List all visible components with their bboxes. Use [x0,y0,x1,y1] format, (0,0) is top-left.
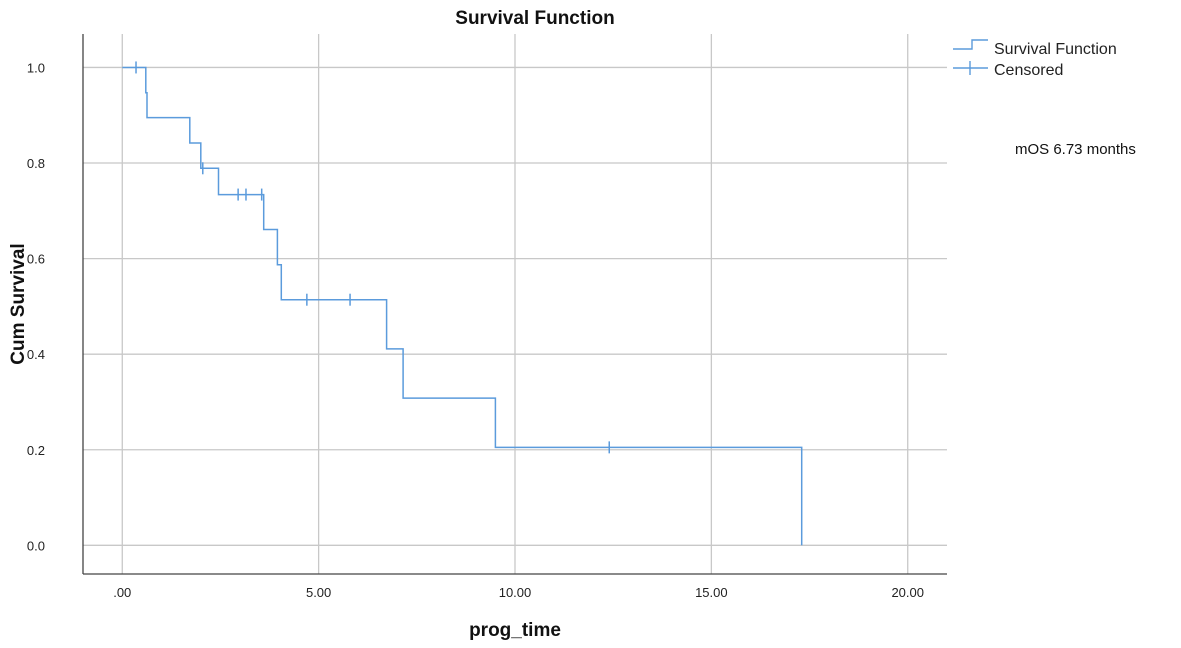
y-tick-label-0: 0.0 [27,538,45,553]
survival-function-line [122,66,803,546]
y-axis-title: Cum Survival [8,243,29,364]
y-tick-label-3: 0.6 [27,252,45,267]
y-tick-label-5: 1.0 [27,60,45,75]
x-tick-label-3: 15.00 [695,585,728,600]
tick-labels: .00 5.00 10.00 15.00 20.00 0.0 0.2 0.4 0.6 0.8 1.0 [27,60,924,600]
y-tick-label-1: 0.2 [27,443,45,458]
grid-lines [83,34,947,574]
x-tick-label-2: 10.00 [499,585,532,600]
legend-label-censored: Censored [994,62,1063,79]
x-tick-label-4: 20.00 [891,585,924,600]
chart-legend: Survival Function Censored [953,39,1117,79]
legend-survival-swatch [953,39,988,50]
median-os-annotation: mOS 6.73 months [1015,141,1136,158]
x-tick-label-1: 5.00 [306,585,331,600]
axes [82,34,947,575]
y-tick-label-2: 0.4 [27,347,45,362]
survival-curve-layer [122,66,803,546]
legend-label-survival-function: Survival Function [994,41,1117,58]
censored-marks-layer [135,61,611,454]
y-tick-label-4: 0.8 [27,156,45,171]
x-tick-label-0: .00 [113,585,131,600]
chart-title: Survival Function [455,8,614,29]
x-axis-title: prog_time [469,620,561,641]
